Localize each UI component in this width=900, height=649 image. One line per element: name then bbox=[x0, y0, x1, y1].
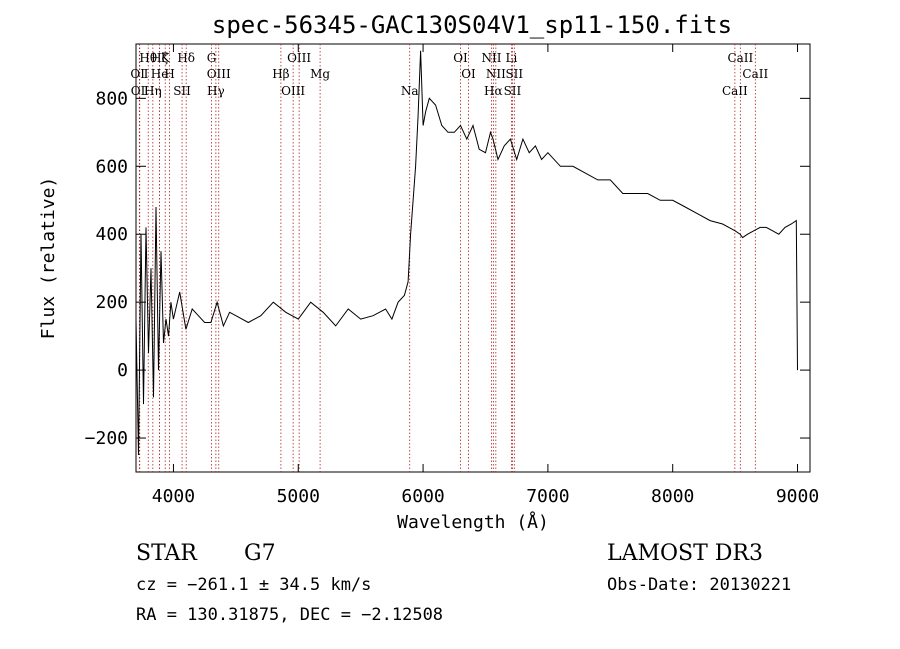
chart-title: spec-56345-GAC130S04V1_sp11-150.fits bbox=[212, 11, 732, 39]
obs-date: Obs-Date: 20130221 bbox=[607, 575, 791, 595]
line-marker-label: Hα bbox=[484, 84, 503, 98]
line-marker-label: OⅡ bbox=[130, 67, 148, 81]
y-tick-label: −200 bbox=[85, 428, 128, 449]
line-marker-label: SII bbox=[505, 67, 523, 81]
flux-series-line bbox=[135, 50, 798, 456]
x-tick-label: 8000 bbox=[651, 486, 694, 507]
line-marker-label: OIII bbox=[287, 51, 311, 65]
survey-name: LAMOST DR3 bbox=[607, 541, 763, 566]
line-marker-label: OIII bbox=[281, 84, 305, 98]
line-marker-label: CaII bbox=[742, 67, 768, 81]
line-markers bbox=[138, 44, 756, 472]
line-marker-label: Hβ bbox=[272, 67, 289, 81]
y-tick-label: 800 bbox=[95, 88, 128, 109]
line-marker-label: Na bbox=[401, 84, 419, 98]
line-marker-label: Hθ bbox=[139, 51, 157, 65]
line-marker-label: G bbox=[207, 51, 217, 65]
line-marker-label: H bbox=[164, 67, 174, 81]
x-tick-label: 9000 bbox=[776, 486, 819, 507]
line-marker-label: Hγ bbox=[207, 84, 225, 98]
line-marker-label: Mg bbox=[310, 67, 330, 81]
cz-value: cz = −261.1 ± 34.5 km/s bbox=[136, 575, 371, 595]
line-marker-label: Hζ bbox=[151, 51, 168, 65]
y-tick-label: 200 bbox=[95, 292, 128, 313]
y-axis-label: Flux (relative) bbox=[38, 177, 59, 340]
metadata-block: STAR G7 LAMOST DR3 cz = −261.1 ± 34.5 km… bbox=[136, 541, 791, 625]
line-marker-labels: Hθ OⅡ OⅡ K He Hη Hζ H SII Hδ OIII Hγ G Hβ OIII OIII Mg Na… bbox=[130, 51, 768, 98]
object-class: STAR bbox=[136, 541, 198, 566]
line-marker-label: Li bbox=[506, 51, 518, 65]
line-marker-label: SII bbox=[173, 84, 191, 98]
axes-frame bbox=[135, 43, 811, 473]
line-marker-label: OI bbox=[461, 67, 476, 81]
x-tick-label: 7000 bbox=[526, 486, 569, 507]
x-axis-label: Wavelength (Å) bbox=[397, 511, 549, 533]
line-marker-label: He bbox=[151, 67, 169, 81]
x-tick-label: 5000 bbox=[277, 486, 320, 507]
line-marker-label: Hδ bbox=[177, 51, 195, 65]
y-tick-label: 400 bbox=[95, 224, 128, 245]
y-axis-ticks: −200 0 200 400 600 800 bbox=[85, 88, 810, 449]
line-marker-label: OIII bbox=[207, 67, 231, 81]
line-marker-label: OⅡ bbox=[131, 84, 149, 98]
y-tick-label: 0 bbox=[117, 360, 128, 381]
y-tick-label: 600 bbox=[95, 156, 128, 177]
line-marker-label: CaII bbox=[727, 51, 753, 65]
line-marker-label: OI bbox=[453, 51, 468, 65]
x-tick-label: 6000 bbox=[401, 486, 444, 507]
coordinates: RA = 130.31875, DEC = −2.12508 bbox=[136, 605, 443, 625]
line-marker-label: Hη bbox=[144, 84, 162, 98]
x-axis-ticks: 4000 5000 6000 7000 8000 9000 bbox=[152, 44, 819, 507]
line-marker-label: NII bbox=[486, 67, 506, 81]
line-marker-label: CaII bbox=[722, 84, 748, 98]
line-marker-label: K bbox=[161, 51, 171, 65]
object-subclass: G7 bbox=[244, 541, 276, 566]
line-marker-label: SII bbox=[504, 84, 522, 98]
line-marker-label: NII bbox=[481, 51, 501, 65]
x-tick-label: 4000 bbox=[152, 486, 195, 507]
